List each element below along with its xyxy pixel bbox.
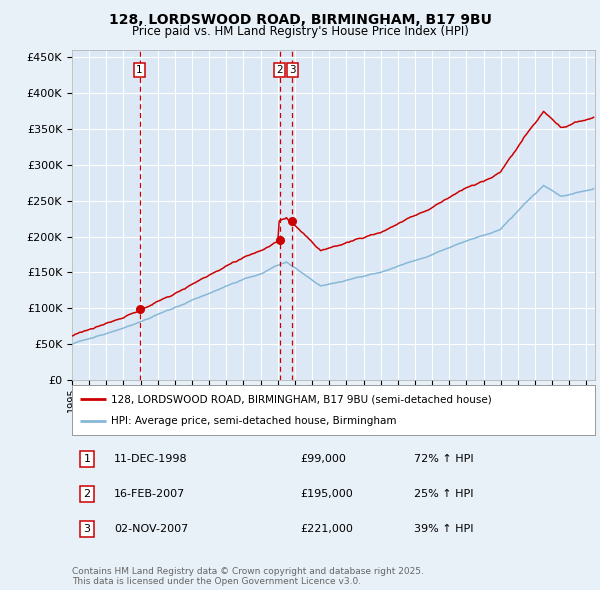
Text: 39% ↑ HPI: 39% ↑ HPI bbox=[414, 524, 473, 534]
Text: £99,000: £99,000 bbox=[300, 454, 346, 464]
Text: 3: 3 bbox=[289, 65, 295, 75]
Text: HPI: Average price, semi-detached house, Birmingham: HPI: Average price, semi-detached house,… bbox=[111, 416, 397, 426]
Text: £195,000: £195,000 bbox=[300, 489, 353, 499]
Text: Price paid vs. HM Land Registry's House Price Index (HPI): Price paid vs. HM Land Registry's House … bbox=[131, 25, 469, 38]
Text: 1: 1 bbox=[136, 65, 143, 75]
Text: 02-NOV-2007: 02-NOV-2007 bbox=[114, 524, 188, 534]
Text: 2: 2 bbox=[277, 65, 283, 75]
Text: 128, LORDSWOOD ROAD, BIRMINGHAM, B17 9BU (semi-detached house): 128, LORDSWOOD ROAD, BIRMINGHAM, B17 9BU… bbox=[111, 394, 492, 404]
Text: 2: 2 bbox=[83, 489, 91, 499]
Text: 16-FEB-2007: 16-FEB-2007 bbox=[114, 489, 185, 499]
Text: 1: 1 bbox=[83, 454, 91, 464]
Text: Contains HM Land Registry data © Crown copyright and database right 2025.
This d: Contains HM Land Registry data © Crown c… bbox=[72, 566, 424, 586]
Text: 72% ↑ HPI: 72% ↑ HPI bbox=[414, 454, 473, 464]
Text: 11-DEC-1998: 11-DEC-1998 bbox=[114, 454, 188, 464]
Text: 3: 3 bbox=[83, 524, 91, 534]
Text: 25% ↑ HPI: 25% ↑ HPI bbox=[414, 489, 473, 499]
Text: 128, LORDSWOOD ROAD, BIRMINGHAM, B17 9BU: 128, LORDSWOOD ROAD, BIRMINGHAM, B17 9BU bbox=[109, 13, 491, 27]
Text: £221,000: £221,000 bbox=[300, 524, 353, 534]
